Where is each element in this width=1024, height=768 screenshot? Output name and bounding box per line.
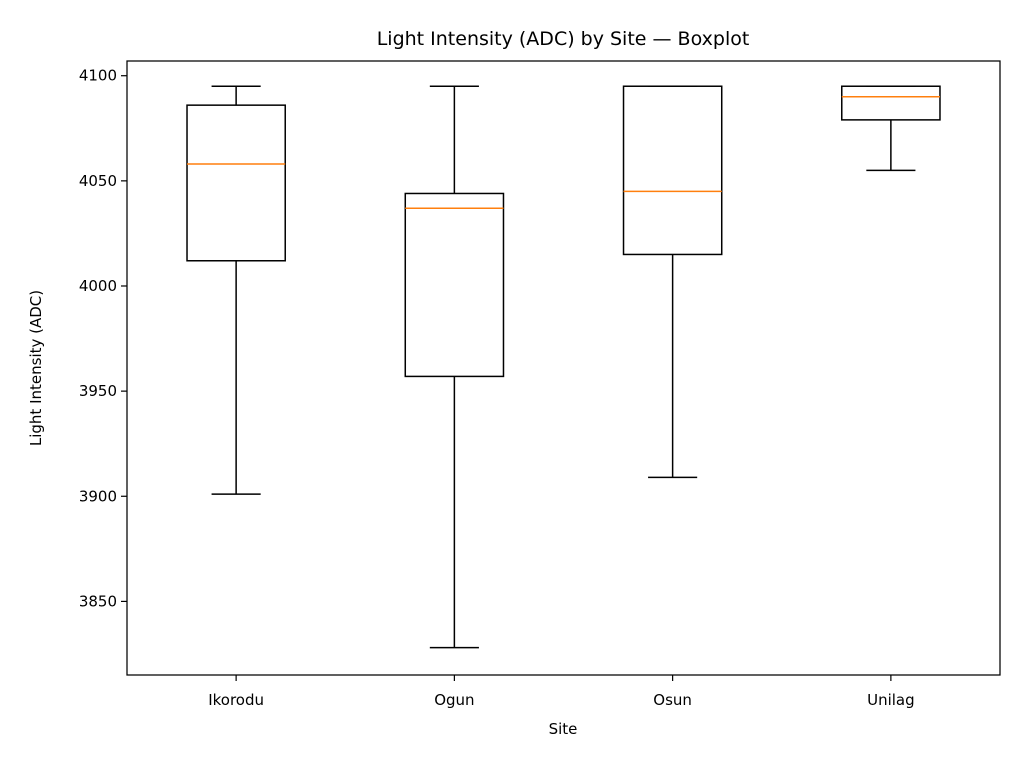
y-tick-label: 3850 bbox=[79, 592, 117, 610]
x-tick-label: Osun bbox=[653, 691, 692, 709]
y-tick-label: 3900 bbox=[79, 487, 117, 505]
box-ogun bbox=[404, 85, 505, 649]
iqr-box bbox=[841, 85, 941, 121]
y-tick-label: 4100 bbox=[79, 67, 117, 85]
x-axis-label: Site bbox=[549, 720, 578, 738]
x-tick-label: Ogun bbox=[434, 691, 474, 709]
x-axis: Ikorodu Ogun Osun Unilag bbox=[208, 675, 915, 709]
boxes-layer bbox=[186, 85, 941, 649]
plot-area bbox=[126, 60, 1001, 676]
iqr-box bbox=[622, 85, 723, 256]
y-axis: 3850 3900 3950 4000 4050 4100 bbox=[79, 67, 127, 610]
box-unilag bbox=[841, 85, 941, 172]
iqr-box bbox=[186, 104, 286, 262]
y-tick-label: 3950 bbox=[79, 382, 117, 400]
y-tick-label: 4000 bbox=[79, 277, 117, 295]
box-ikorodu bbox=[186, 85, 286, 495]
iqr-box bbox=[404, 192, 505, 378]
y-axis-label: Light Intensity (ADC) bbox=[27, 290, 45, 446]
box-osun bbox=[622, 85, 723, 479]
x-tick-label: Ikorodu bbox=[208, 691, 264, 709]
chart-title: Light Intensity (ADC) by Site — Boxplot bbox=[377, 28, 750, 50]
y-tick-label: 4050 bbox=[79, 172, 117, 190]
x-tick-label: Unilag bbox=[867, 691, 915, 709]
